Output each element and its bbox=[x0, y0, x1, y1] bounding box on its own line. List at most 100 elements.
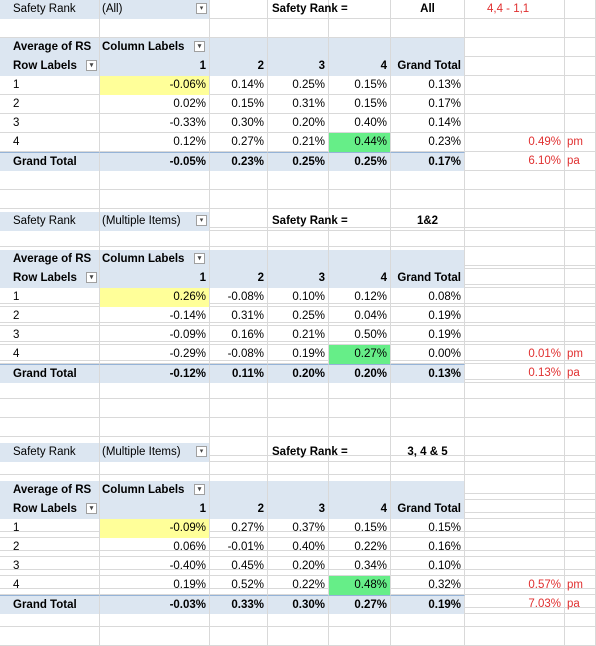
cell[interactable] bbox=[565, 399, 596, 418]
cell[interactable] bbox=[329, 380, 391, 399]
value-cell[interactable]: -0.40% bbox=[100, 557, 210, 576]
cell[interactable] bbox=[465, 519, 565, 538]
value-cell[interactable]: 0.27% bbox=[329, 345, 391, 364]
cell[interactable] bbox=[391, 456, 465, 475]
value-cell[interactable]: 0.16% bbox=[210, 326, 268, 345]
value-cell[interactable]: 0.14% bbox=[391, 114, 465, 133]
cell[interactable] bbox=[329, 456, 391, 475]
total-cell[interactable]: -0.03% bbox=[100, 595, 210, 614]
dropdown-arrow-icon[interactable]: ▾ bbox=[86, 503, 97, 514]
cell[interactable] bbox=[465, 38, 565, 57]
value-cell[interactable]: -0.14% bbox=[100, 307, 210, 326]
cell[interactable] bbox=[565, 190, 596, 209]
cell[interactable] bbox=[465, 326, 565, 345]
cell[interactable] bbox=[100, 171, 210, 190]
value-cell[interactable]: 0.45% bbox=[210, 557, 268, 576]
cell[interactable] bbox=[0, 190, 100, 209]
cell[interactable] bbox=[391, 627, 465, 646]
total-cell[interactable]: 0.20% bbox=[268, 364, 329, 383]
cell[interactable] bbox=[268, 19, 329, 38]
value-cell[interactable]: -0.06% bbox=[100, 76, 210, 95]
cell[interactable] bbox=[565, 250, 596, 269]
cell[interactable] bbox=[465, 380, 565, 399]
value-cell[interactable]: 0.20% bbox=[268, 557, 329, 576]
total-cell[interactable]: 0.11% bbox=[210, 364, 268, 383]
column-labels-dropdown[interactable]: Column Labels ▾ bbox=[100, 250, 210, 269]
cell[interactable] bbox=[465, 481, 565, 500]
cell[interactable] bbox=[465, 228, 565, 247]
cell[interactable] bbox=[0, 418, 100, 437]
value-cell[interactable]: -0.08% bbox=[210, 288, 268, 307]
cell[interactable] bbox=[210, 212, 268, 231]
cell[interactable] bbox=[565, 519, 596, 538]
cell[interactable] bbox=[565, 500, 596, 519]
value-cell[interactable]: 0.15% bbox=[329, 519, 391, 538]
value-cell[interactable]: 0.26% bbox=[100, 288, 210, 307]
cell[interactable] bbox=[100, 190, 210, 209]
cell[interactable] bbox=[465, 627, 565, 646]
cell[interactable] bbox=[465, 19, 565, 38]
total-cell[interactable]: 0.17% bbox=[391, 152, 465, 171]
cell[interactable] bbox=[565, 326, 596, 345]
value-cell[interactable]: -0.01% bbox=[210, 538, 268, 557]
cell[interactable] bbox=[391, 399, 465, 418]
cell[interactable] bbox=[465, 250, 565, 269]
value-cell[interactable]: 0.31% bbox=[268, 95, 329, 114]
cell[interactable] bbox=[210, 456, 268, 475]
cell[interactable] bbox=[465, 538, 565, 557]
cell[interactable] bbox=[565, 212, 596, 231]
value-cell[interactable]: 0.44% bbox=[329, 133, 391, 152]
cell[interactable] bbox=[210, 399, 268, 418]
cell[interactable] bbox=[268, 399, 329, 418]
value-cell[interactable]: 0.15% bbox=[329, 95, 391, 114]
cell[interactable] bbox=[465, 399, 565, 418]
dropdown-arrow-icon[interactable]: ▾ bbox=[86, 60, 97, 71]
value-cell[interactable]: -0.29% bbox=[100, 345, 210, 364]
value-cell[interactable]: 0.34% bbox=[329, 557, 391, 576]
value-cell[interactable]: 0.16% bbox=[391, 538, 465, 557]
cell[interactable] bbox=[465, 418, 565, 437]
value-cell[interactable]: 0.15% bbox=[391, 519, 465, 538]
value-cell[interactable]: 0.21% bbox=[268, 326, 329, 345]
cell[interactable] bbox=[465, 288, 565, 307]
cell[interactable] bbox=[565, 538, 596, 557]
cell[interactable] bbox=[0, 608, 100, 627]
total-cell[interactable]: 0.13% bbox=[391, 364, 465, 383]
cell[interactable] bbox=[210, 418, 268, 437]
cell[interactable] bbox=[565, 57, 596, 76]
cell[interactable] bbox=[391, 608, 465, 627]
cell[interactable] bbox=[0, 228, 100, 247]
cell[interactable] bbox=[465, 114, 565, 133]
value-cell[interactable]: 0.31% bbox=[210, 307, 268, 326]
cell[interactable] bbox=[268, 209, 329, 228]
cell[interactable] bbox=[565, 627, 596, 646]
cell[interactable] bbox=[329, 608, 391, 627]
cell[interactable] bbox=[329, 228, 391, 247]
cell[interactable] bbox=[465, 57, 565, 76]
total-cell[interactable]: 0.19% bbox=[391, 595, 465, 614]
value-cell[interactable]: 0.40% bbox=[329, 114, 391, 133]
value-cell[interactable]: 0.12% bbox=[329, 288, 391, 307]
cell[interactable] bbox=[210, 627, 268, 646]
value-cell[interactable]: 0.37% bbox=[268, 519, 329, 538]
cell[interactable] bbox=[565, 418, 596, 437]
cell[interactable] bbox=[565, 114, 596, 133]
dropdown-arrow-icon[interactable]: ▾ bbox=[194, 41, 205, 52]
cell[interactable] bbox=[268, 627, 329, 646]
cell[interactable] bbox=[465, 76, 565, 95]
cell[interactable] bbox=[391, 19, 465, 38]
cell[interactable] bbox=[210, 19, 268, 38]
cell[interactable] bbox=[565, 307, 596, 326]
cell[interactable] bbox=[329, 418, 391, 437]
value-cell[interactable]: 0.52% bbox=[210, 576, 268, 595]
dropdown-arrow-icon[interactable]: ▾ bbox=[194, 484, 205, 495]
cell[interactable] bbox=[391, 418, 465, 437]
cell[interactable] bbox=[465, 307, 565, 326]
cell[interactable] bbox=[329, 19, 391, 38]
row-labels-dropdown[interactable]: Row Labels ▾ bbox=[0, 57, 100, 76]
cell[interactable] bbox=[210, 0, 268, 19]
value-cell[interactable]: 0.10% bbox=[391, 557, 465, 576]
value-cell[interactable]: 0.00% bbox=[391, 345, 465, 364]
cell[interactable] bbox=[391, 380, 465, 399]
cell[interactable] bbox=[465, 608, 565, 627]
